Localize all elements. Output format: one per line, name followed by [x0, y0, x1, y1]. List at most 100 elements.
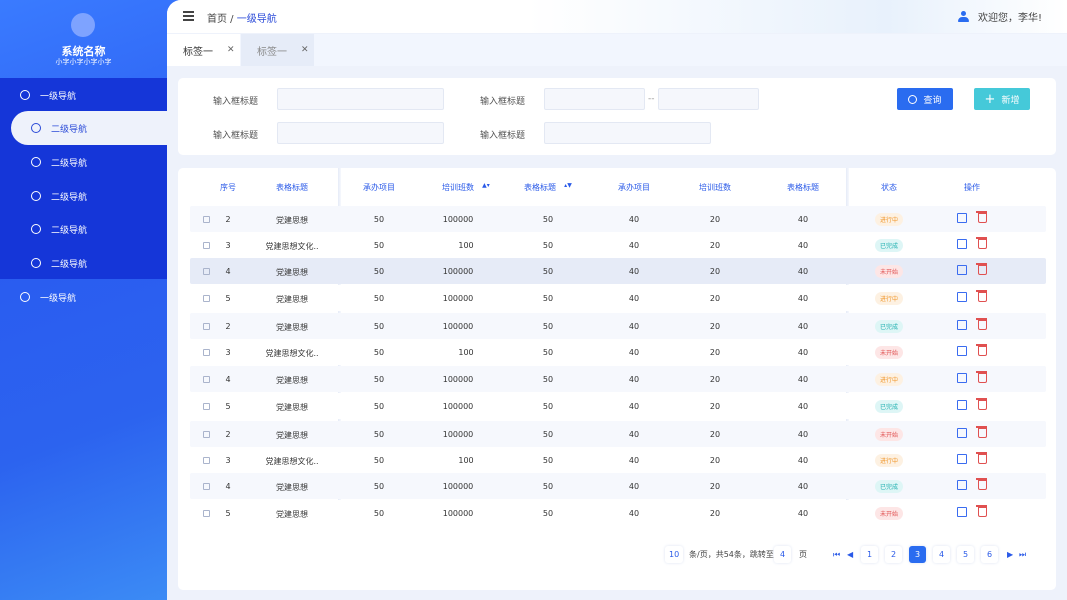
menu-toggle-icon[interactable]: [183, 11, 194, 23]
user-info[interactable]: 欢迎您，李华!: [957, 9, 1042, 24]
sidebar-item[interactable]: 二级导航: [0, 212, 167, 246]
delete-icon[interactable]: [976, 344, 987, 356]
row-checkbox[interactable]: [203, 295, 210, 302]
search-button[interactable]: 查询: [897, 88, 953, 110]
page-button[interactable]: 5: [957, 546, 974, 563]
sidebar-item[interactable]: 一级导航: [0, 78, 167, 112]
table-row[interactable]: 2 党建思想 50 100000 50 40 20 40 已完成: [190, 313, 1046, 339]
page-button[interactable]: 3: [909, 546, 926, 563]
table-cell: 100000: [442, 215, 474, 224]
table-cell: 2: [225, 215, 231, 224]
row-checkbox[interactable]: [203, 323, 210, 330]
next-page-icon[interactable]: ▶: [1007, 550, 1014, 559]
edit-icon[interactable]: [957, 373, 967, 383]
delete-icon[interactable]: [976, 478, 987, 490]
edit-icon[interactable]: [957, 400, 967, 410]
row-checkbox[interactable]: [203, 510, 210, 517]
sidebar-item[interactable]: 一级导航: [0, 280, 167, 314]
jump-page-input[interactable]: 4: [774, 546, 791, 563]
table-row[interactable]: 2 党建思想 50 100000 50 40 20 40 未开始: [190, 421, 1046, 447]
sidebar-item[interactable]: 二级导航: [11, 111, 181, 145]
table-row[interactable]: 5 党建思想 50 100000 50 40 20 40 未开始: [190, 500, 1046, 526]
row-checkbox[interactable]: [203, 242, 210, 249]
table-cell: 100000: [442, 267, 474, 276]
sidebar-item[interactable]: 二级导航: [0, 246, 167, 280]
row-checkbox[interactable]: [203, 349, 210, 356]
column-header: 表格标题: [787, 183, 819, 192]
table-row[interactable]: 5 党建思想 50 100000 50 40 20 40 进行中: [190, 285, 1046, 311]
row-checkbox[interactable]: [203, 483, 210, 490]
row-checkbox[interactable]: [203, 403, 210, 410]
range-end-input[interactable]: [658, 88, 759, 110]
sidebar-item[interactable]: 二级导航: [0, 179, 167, 213]
table-cell: 40: [797, 402, 809, 411]
edit-icon[interactable]: [957, 320, 967, 330]
page-button[interactable]: 6: [981, 546, 998, 563]
edit-icon[interactable]: [957, 239, 967, 249]
filter-input-4[interactable]: [544, 122, 711, 144]
table-cell: 50: [542, 402, 554, 411]
edit-icon[interactable]: [957, 346, 967, 356]
table-row[interactable]: 3 党建思想文化.. 50 100 50 40 20 40 进行中: [190, 447, 1046, 473]
filter-input-1[interactable]: [277, 88, 444, 110]
table-row[interactable]: 4 党建思想 50 100000 50 40 20 40 进行中: [190, 366, 1046, 392]
row-checkbox[interactable]: [203, 431, 210, 438]
sidebar-item[interactable]: 二级导航: [0, 145, 167, 179]
table-row[interactable]: 5 党建思想 50 100000 50 40 20 40 已完成: [190, 393, 1046, 419]
row-checkbox[interactable]: [203, 216, 210, 223]
delete-icon[interactable]: [976, 263, 987, 275]
delete-icon[interactable]: [976, 290, 987, 302]
table-row[interactable]: 4 党建思想 50 100000 50 40 20 40 未开始: [190, 258, 1046, 284]
page-button[interactable]: 1: [861, 546, 878, 563]
table-cell: 5: [225, 294, 231, 303]
close-icon[interactable]: ✕: [301, 45, 309, 55]
first-page-icon[interactable]: ⏮: [833, 550, 841, 559]
delete-icon[interactable]: [976, 237, 987, 249]
breadcrumb-home[interactable]: 首页: [207, 14, 227, 25]
page-button[interactable]: 4: [933, 546, 950, 563]
edit-icon[interactable]: [957, 507, 967, 517]
last-page-icon[interactable]: ⏭: [1019, 550, 1027, 559]
status-badge: 未开始: [874, 428, 904, 441]
filter-input-3[interactable]: [277, 122, 444, 144]
row-checkbox[interactable]: [203, 457, 210, 464]
edit-icon[interactable]: [957, 213, 967, 223]
sidebar-item-label: 二级导航: [51, 225, 88, 236]
table-cell: 40: [628, 294, 640, 303]
delete-icon[interactable]: [976, 452, 987, 464]
prev-page-icon[interactable]: ◀: [847, 550, 854, 559]
edit-icon[interactable]: [957, 428, 967, 438]
delete-icon[interactable]: [976, 505, 987, 517]
column-header[interactable]: 培训班数: [442, 183, 474, 192]
delete-icon[interactable]: [976, 211, 987, 223]
table-cell: 党建思想: [276, 483, 308, 492]
sort-desc-icon[interactable]: ▴▼: [564, 182, 572, 189]
delete-icon[interactable]: [976, 371, 987, 383]
table-cell: 40: [797, 322, 809, 331]
table-row[interactable]: 3 党建思想文化.. 50 100 50 40 20 40 未开始: [190, 339, 1046, 365]
delete-icon[interactable]: [976, 426, 987, 438]
edit-icon[interactable]: [957, 292, 967, 302]
table-cell: 20: [709, 294, 721, 303]
table-row[interactable]: 4 党建思想 50 100000 50 40 20 40 已完成: [190, 473, 1046, 499]
table-row[interactable]: 3 党建思想文化.. 50 100 50 40 20 40 已完成: [190, 232, 1046, 258]
edit-icon[interactable]: [957, 454, 967, 464]
tab-1[interactable]: 标签一 ✕: [167, 34, 240, 66]
table-cell: 50: [373, 241, 385, 250]
column-header[interactable]: 表格标题: [524, 183, 556, 192]
table-row[interactable]: 2 党建思想 50 100000 50 40 20 40 进行中: [190, 206, 1046, 232]
delete-icon[interactable]: [976, 398, 987, 410]
edit-icon[interactable]: [957, 265, 967, 275]
sort-asc-icon[interactable]: ▲▾: [482, 182, 490, 189]
range-start-input[interactable]: [544, 88, 645, 110]
delete-icon[interactable]: [976, 318, 987, 330]
tab-label: 标签一: [183, 46, 213, 58]
close-icon[interactable]: ✕: [227, 45, 235, 55]
page-button[interactable]: 2: [885, 546, 902, 563]
add-button[interactable]: + 新增: [974, 88, 1030, 110]
tab-2[interactable]: 标签一 ✕: [241, 34, 314, 66]
edit-icon[interactable]: [957, 480, 967, 490]
row-checkbox[interactable]: [203, 376, 210, 383]
row-checkbox[interactable]: [203, 268, 210, 275]
page-size-select[interactable]: 10: [665, 546, 684, 563]
